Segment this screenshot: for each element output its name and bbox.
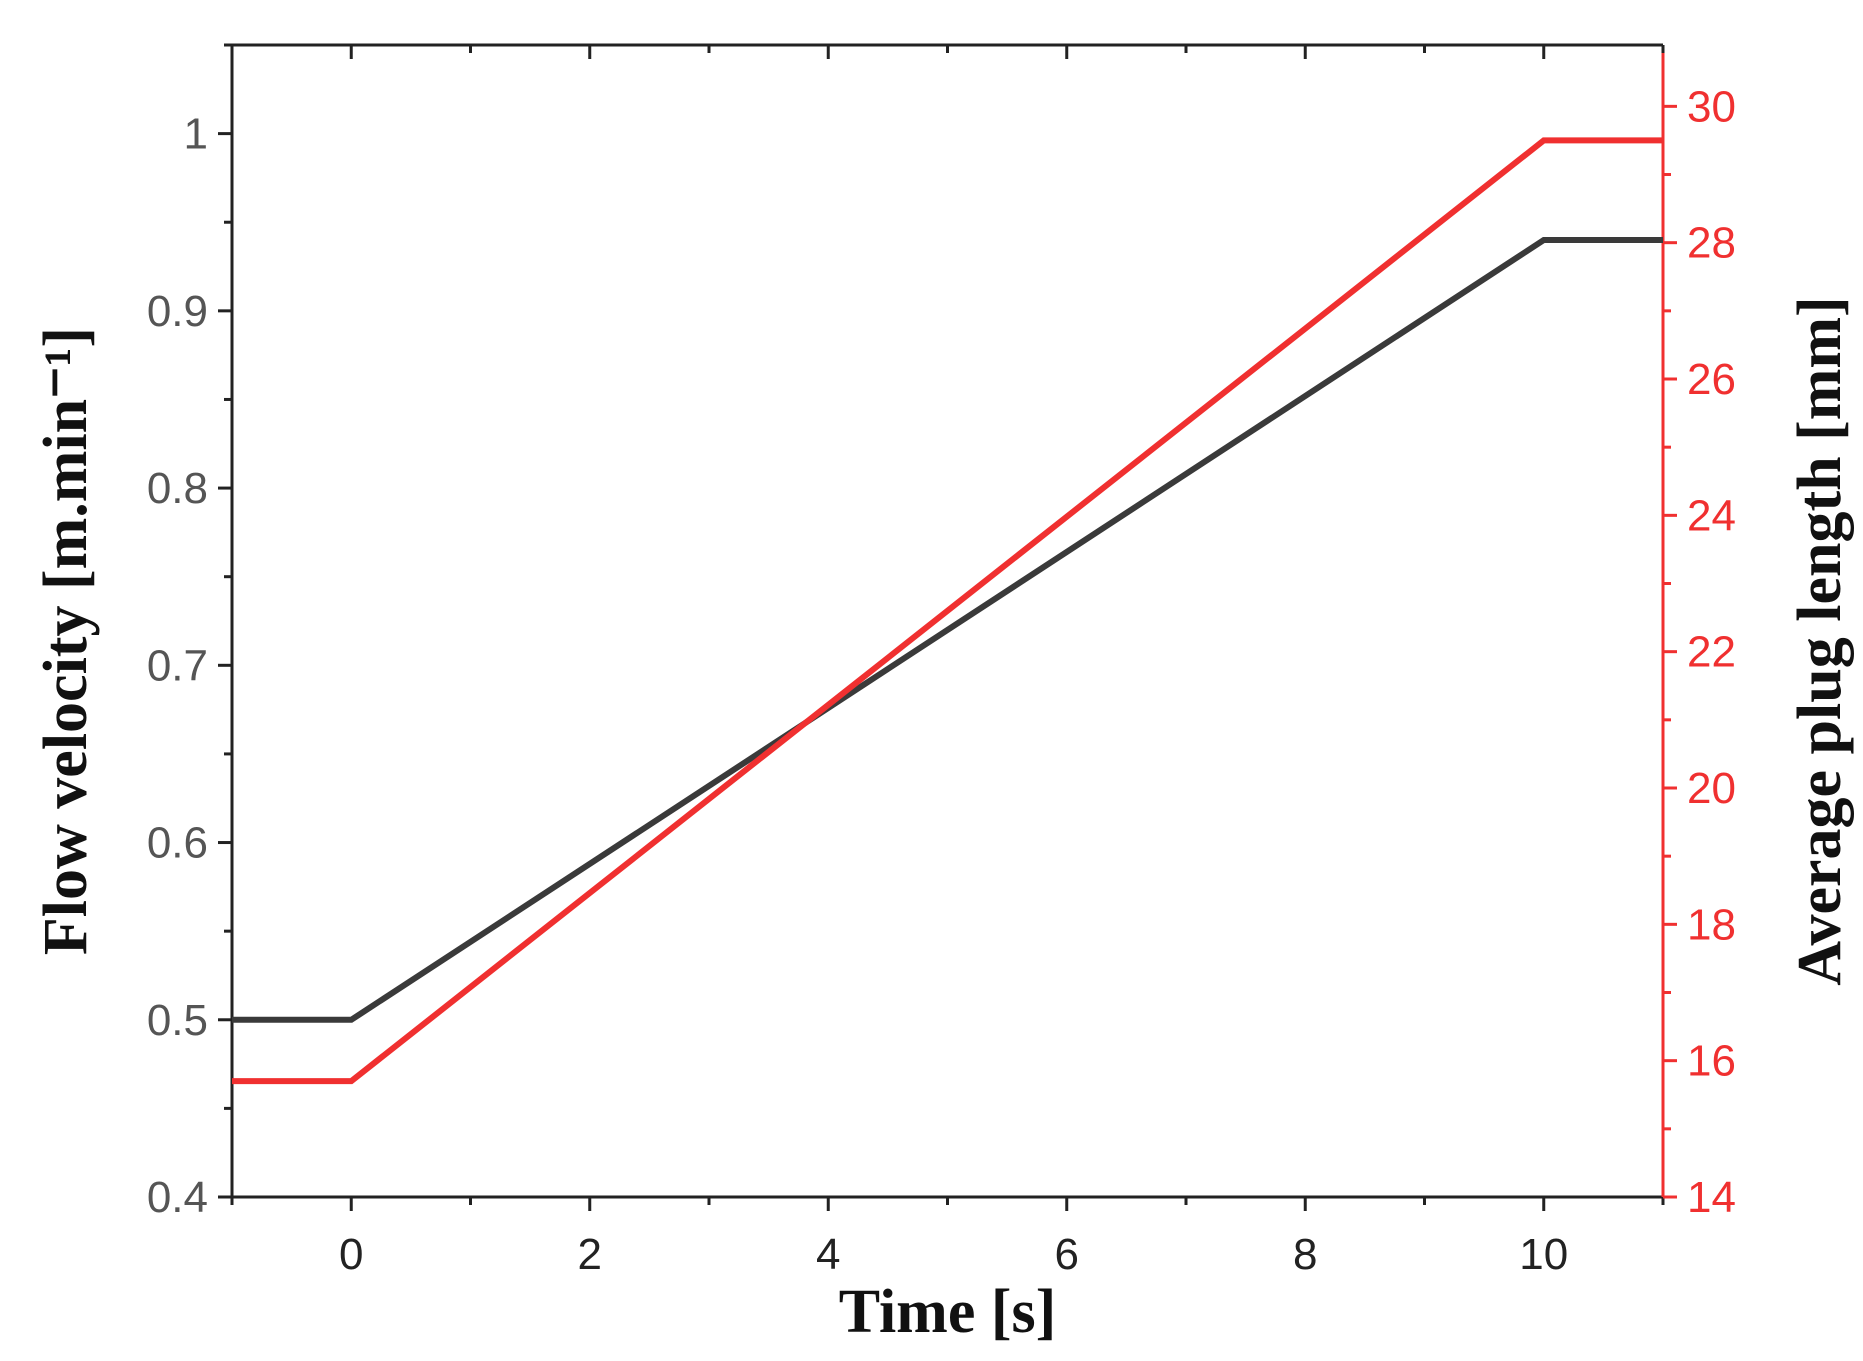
- y-left-tick-label: 0.7: [147, 641, 208, 690]
- plug-length-line: [232, 137, 1663, 1085]
- x-tick-label: 4: [816, 1230, 840, 1279]
- y-left-tick-label: 0.9: [147, 287, 208, 336]
- y-left-tick-label: 0.5: [147, 996, 208, 1045]
- y-left-tick-label: 0.6: [147, 819, 208, 868]
- y-right-axis: 14 16 18 20 22 24 26 28 30: [1663, 82, 1736, 1222]
- y-left-axis: 0.4 0.5 0.6 0.7 0.8 0.9 1: [147, 43, 232, 1222]
- y-left-axis-title: Flow velocity [m.min⁻¹]: [32, 327, 100, 955]
- flow-velocity-line: [232, 237, 1663, 1023]
- series-layer: [232, 137, 1663, 1085]
- y-right-tick-label: 28: [1687, 219, 1736, 268]
- x-tick-label: 6: [1055, 1230, 1079, 1279]
- x-tick-label: 10: [1519, 1230, 1568, 1279]
- y-right-tick-label: 18: [1687, 900, 1736, 949]
- y-right-tick-label: 30: [1687, 82, 1736, 131]
- x-tick-label: 2: [578, 1230, 602, 1279]
- y-right-tick-label: 24: [1687, 491, 1736, 540]
- y-right-tick-label: 14: [1687, 1173, 1736, 1222]
- y-right-tick-label: 22: [1687, 628, 1736, 677]
- x-axis: 0 2 4 6 8 10: [230, 45, 1665, 1279]
- x-tick-label: 8: [1293, 1230, 1317, 1279]
- y-left-tick-label: 0.4: [147, 1173, 208, 1222]
- y-left-tick-label: 1: [184, 110, 208, 159]
- y-right-tick-label: 20: [1687, 764, 1736, 813]
- y-right-tick-label: 16: [1687, 1037, 1736, 1086]
- y-right-tick-label: 26: [1687, 355, 1736, 404]
- y-right-axis-title: Average plug length [mm]: [1786, 296, 1854, 985]
- x-tick-label: 0: [339, 1230, 363, 1279]
- x-axis-title: Time [s]: [839, 1278, 1057, 1346]
- y-left-tick-label: 0.8: [147, 464, 208, 513]
